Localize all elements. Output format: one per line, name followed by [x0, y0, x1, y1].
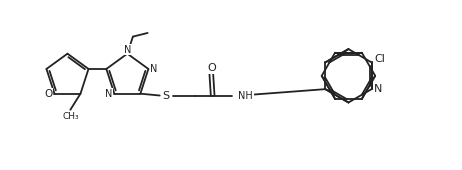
Text: Cl: Cl — [374, 54, 385, 64]
Text: N: N — [374, 84, 382, 94]
Text: O: O — [207, 63, 216, 73]
Text: S: S — [162, 90, 169, 100]
Text: NH: NH — [238, 90, 253, 100]
Text: N: N — [124, 45, 131, 55]
Text: N: N — [105, 89, 113, 99]
Text: CH₃: CH₃ — [62, 112, 79, 121]
Text: N: N — [150, 64, 158, 74]
Text: O: O — [44, 89, 53, 99]
